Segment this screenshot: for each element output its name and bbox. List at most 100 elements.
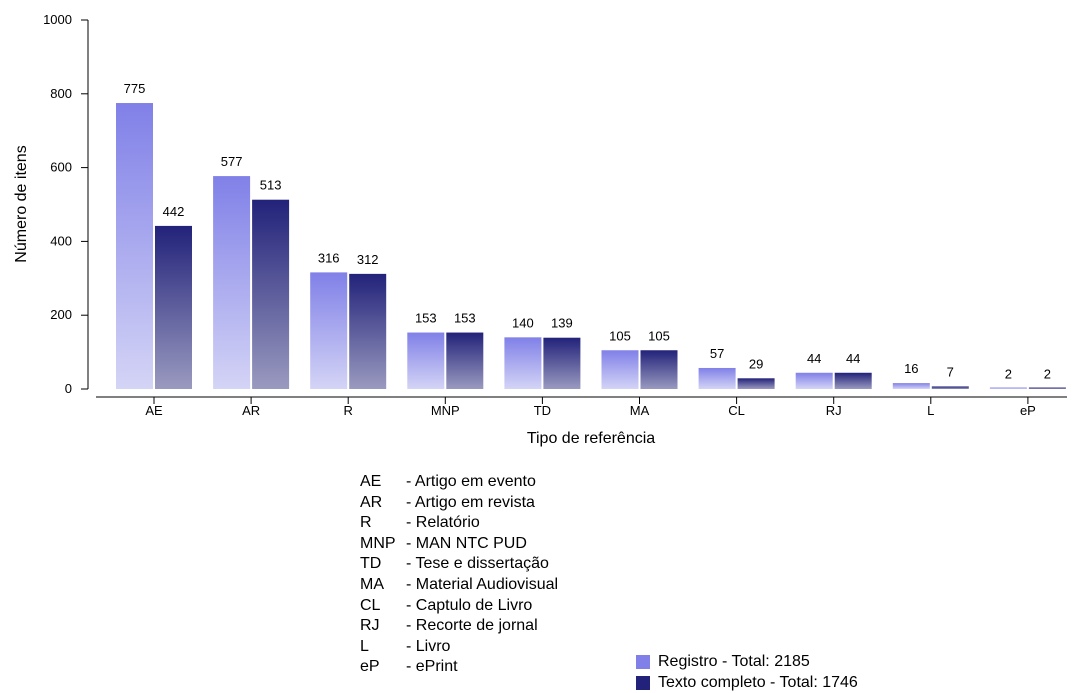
bar-registro-cl <box>698 367 736 389</box>
bar-registro-ae <box>116 103 153 390</box>
legend-label: Registro - Total: 2185 <box>658 653 810 670</box>
abbreviation-code: MA <box>360 575 384 593</box>
abbreviation-row: L - Livro <box>360 637 558 658</box>
abbreviation-row: MA - Material Audiovisual <box>360 575 558 596</box>
x-tick-label: AE <box>145 403 163 418</box>
abbreviation-code: AR <box>360 493 383 511</box>
x-tick-label: TD <box>534 403 551 418</box>
data-label: 153 <box>415 311 437 326</box>
x-tick-label: RJ <box>826 403 842 418</box>
abbreviation-row: RJ - Recorte de jornal <box>360 616 558 637</box>
legend-label: Texto completo - Total: 1746 <box>658 673 858 691</box>
data-label: 44 <box>846 351 860 366</box>
abbreviation-legend: AE - Artigo em evento AR - Artigo em revist… <box>360 472 558 678</box>
data-label: 139 <box>551 316 573 331</box>
x-tick-label: eP <box>1020 403 1036 418</box>
x-tick-label: CL <box>728 403 745 418</box>
legend-swatch <box>636 675 650 690</box>
abbreviation-text: - Livro <box>406 637 451 655</box>
abbreviation-text: - Captulo de Livro <box>406 596 533 614</box>
bar-registro-ep <box>989 387 1027 389</box>
data-label: 29 <box>749 356 763 371</box>
abbreviation-row: CL - Captulo de Livro <box>360 596 558 617</box>
bar-registro-td <box>504 337 542 389</box>
abbreviation-text: - Recorte de jornal <box>406 617 538 635</box>
x-tick-label: L <box>927 403 934 418</box>
y-tick-label: 1000 <box>43 12 72 27</box>
data-label: 2 <box>1044 366 1051 381</box>
bar-registro-mnp <box>407 332 445 389</box>
data-label: 44 <box>807 351 821 366</box>
bar-texto-completo-r <box>349 273 387 389</box>
bar-registro-l <box>892 383 930 389</box>
abbreviation-code: MNP <box>360 534 396 552</box>
y-tick-label: 0 <box>65 381 72 396</box>
data-label: 57 <box>710 346 724 361</box>
abbreviation-text: - Artigo em evento <box>406 473 536 490</box>
abbreviation-text: - MAN NTC PUD <box>406 534 527 552</box>
abbreviation-code: R <box>360 514 372 532</box>
bar-texto-completo-cl <box>737 378 775 389</box>
data-label: 442 <box>163 204 185 219</box>
abbreviation-code: AE <box>360 473 382 490</box>
x-tick-label: R <box>344 403 353 418</box>
y-axis: 0 200 400 600 800 1000 <box>43 12 89 396</box>
data-label: 577 <box>221 154 243 169</box>
abbreviation-code: TD <box>360 555 382 573</box>
abbreviation-text: - Material Audiovisual <box>406 575 559 593</box>
abbreviation-row: AR - Artigo em revista <box>360 493 558 514</box>
abbreviation-row: TD - Tese e dissertação <box>360 554 558 575</box>
abbreviation-text: - Tese e dissertação <box>406 555 549 573</box>
y-tick-label: 400 <box>50 233 72 248</box>
x-tick-label: MNP <box>431 403 460 418</box>
data-label: 775 <box>124 81 146 96</box>
bar-registro-ma <box>601 350 639 389</box>
abbreviation-row: eP - ePrint <box>360 657 558 678</box>
bar-texto-completo-ae <box>155 225 192 389</box>
data-label: 153 <box>454 311 476 326</box>
data-label: 316 <box>318 250 340 265</box>
x-axis-title: Tipo de referência <box>527 430 655 447</box>
data-label: 105 <box>648 328 670 343</box>
data-label: 2 <box>1005 366 1012 381</box>
abbreviation-row: AE - Artigo em evento <box>360 472 558 493</box>
abbreviation-row: R - Relatório <box>360 513 558 534</box>
abbreviation-code: eP <box>360 658 380 676</box>
abbreviation-code: RJ <box>360 617 380 635</box>
legend-item: Registro - Total: 2185 <box>636 652 858 673</box>
abbreviation-code: L <box>360 637 369 655</box>
bar-texto-completo-l <box>931 386 969 389</box>
bars <box>116 103 1066 390</box>
y-axis-title: Número de itens <box>13 145 30 262</box>
data-label: 7 <box>947 364 954 379</box>
bar-registro-ar <box>213 176 251 389</box>
data-label: 513 <box>260 178 282 193</box>
y-tick-label: 600 <box>50 160 72 175</box>
series-legend: Registro - Total: 2185 Texto completo - T… <box>636 652 858 693</box>
bar-texto-completo-ma <box>640 350 678 389</box>
bar-texto-completo-ar <box>252 199 290 389</box>
data-label: 105 <box>609 328 631 343</box>
abbreviation-row: MNP - MAN NTC PUD <box>360 534 558 555</box>
abbreviation-code: CL <box>360 596 381 614</box>
data-label: 312 <box>357 252 379 267</box>
x-tick-label: MA <box>630 403 650 418</box>
bar-registro-r <box>310 272 348 389</box>
abbreviation-text: - Artigo em revista <box>406 493 535 511</box>
bar-texto-completo-ep <box>1028 387 1066 389</box>
bar-texto-completo-mnp <box>446 332 484 389</box>
bar-texto-completo-rj <box>834 372 872 389</box>
legend-swatch <box>636 655 650 670</box>
abbreviation-text: - Relatório <box>406 514 480 532</box>
y-tick-label: 200 <box>50 307 72 322</box>
x-tick-label: AR <box>242 403 260 418</box>
bar-texto-completo-td <box>543 337 581 389</box>
abbreviation-text: - ePrint <box>406 658 458 676</box>
data-label: 140 <box>512 315 534 330</box>
legend-item: Texto completo - Total: 1746 <box>636 673 858 693</box>
data-label: 16 <box>904 361 918 376</box>
y-tick-label: 800 <box>50 86 72 101</box>
